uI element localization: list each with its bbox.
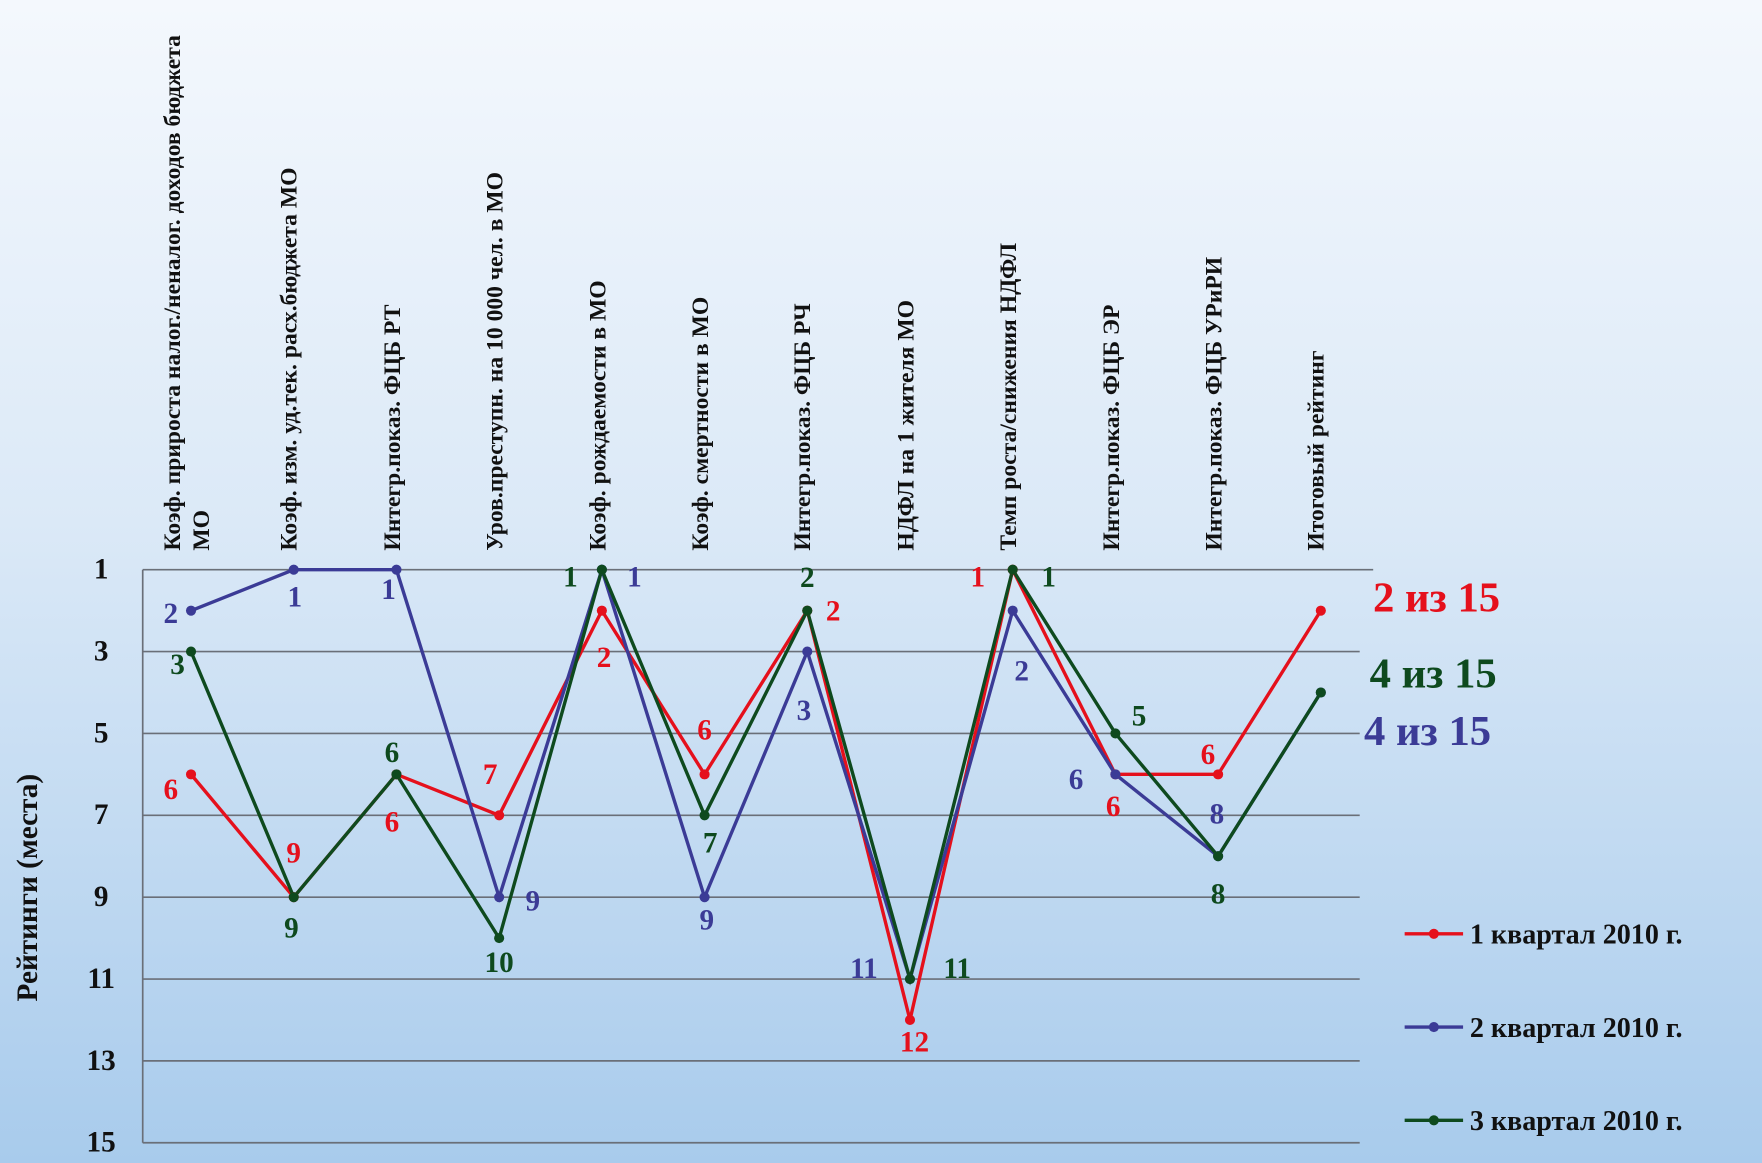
data-point [1110, 769, 1121, 780]
data-label: 10 [485, 947, 514, 979]
data-label: 9 [526, 886, 541, 918]
y-tick-label: 3 [94, 636, 109, 668]
data-label: 3 [797, 695, 812, 727]
data-label: 6 [164, 774, 179, 806]
series-line [190, 564, 1323, 985]
data-point [185, 646, 197, 657]
data-label: 6 [697, 714, 712, 746]
data-label: 6 [385, 737, 400, 769]
data-label: 7 [703, 827, 718, 859]
x-tick-label: Коэф. прироста налог./неналог. доходов б… [158, 35, 215, 551]
x-tick-label: Уров.преступн. на 10 000 чел. в МО [481, 172, 509, 551]
data-label: 4 из 15 [1370, 651, 1497, 698]
y-tick-label: 5 [94, 717, 109, 749]
y-axis-title: Рейтинги (места) [12, 774, 44, 1002]
data-label: 2 [1014, 655, 1029, 687]
data-label: 6 [1201, 739, 1216, 771]
data-point [391, 564, 402, 575]
legend-label: 2 квартал 2010 г. [1470, 1013, 1683, 1044]
data-label: 4 из 15 [1364, 708, 1491, 755]
data-point [185, 605, 197, 616]
data-label: 9 [700, 905, 715, 937]
data-point [1007, 564, 1018, 575]
series-line [189, 564, 1323, 1021]
data-label: 8 [1211, 878, 1226, 910]
data-label: 1 [288, 582, 303, 614]
data-label: 2 [164, 598, 179, 630]
data-label: 11 [943, 953, 971, 985]
data-label: 5 [1132, 701, 1147, 733]
x-tick-label: Темп роста/снижения НДФЛ [994, 242, 1022, 551]
x-tick-label: Интегр.показ. ФЦБ ЭР [1097, 304, 1125, 551]
legend-marker [1428, 928, 1439, 939]
legend-label: 1 квартал 2010 г. [1470, 920, 1683, 951]
legend-marker [1428, 1021, 1439, 1033]
data-point [699, 769, 710, 780]
data-point [494, 933, 505, 944]
x-tick-label: Итоговый рейтинг [1302, 350, 1330, 551]
y-tick-label: 1 [94, 554, 109, 586]
data-label: 1 [1041, 562, 1056, 594]
x-tick-label: Интегр.показ. ФЦБ УРиРИ [1200, 256, 1228, 551]
data-point [904, 973, 916, 985]
x-tick-label: Коэф. изм. уд.тек. расх.бюджета МО [275, 167, 303, 551]
data-label: 2 [597, 642, 612, 674]
data-label: 6 [385, 807, 400, 839]
data-point [1213, 851, 1224, 862]
data-point [596, 605, 607, 616]
data-label: 12 [900, 1026, 929, 1058]
data-label: 2 из 15 [1373, 574, 1500, 621]
data-label: 2 [826, 596, 841, 628]
data-point [1315, 687, 1326, 698]
x-tick-label: Коэф. смертности в МО [686, 296, 714, 551]
data-point [494, 892, 505, 903]
data-label: 3 [170, 649, 185, 681]
y-tick-label: 7 [94, 799, 109, 831]
data-point [391, 769, 402, 780]
data-point [1315, 605, 1326, 616]
data-label: 2 [800, 562, 815, 594]
x-tick-label: Интегр.показ. ФЦБ РЧ [789, 303, 817, 551]
data-label: 8 [1210, 799, 1225, 831]
x-tick-label: Коэф. рождаемости в МО [583, 280, 611, 551]
data-point [596, 564, 607, 575]
data-point [802, 605, 813, 616]
data-label: 1 [381, 574, 396, 606]
data-label: 1 [563, 562, 578, 594]
x-tick-label: НДФЛ на 1 жителя МО [892, 300, 919, 551]
legend-label: 3 квартал 2010 г. [1470, 1106, 1683, 1137]
y-tick-label: 15 [87, 1127, 116, 1159]
data-label: 6 [1069, 764, 1084, 796]
data-point [494, 810, 505, 821]
y-tick-label: 9 [94, 881, 109, 913]
data-point [1213, 769, 1224, 780]
data-label: 1 [971, 562, 986, 594]
data-point [288, 892, 299, 903]
legend-marker [1428, 1115, 1439, 1126]
data-label: 9 [284, 913, 299, 945]
series-line [189, 564, 1323, 986]
data-point [288, 564, 299, 575]
data-point [802, 646, 813, 657]
data-label: 7 [483, 759, 498, 791]
data-point [1110, 728, 1121, 739]
y-tick-label: 11 [87, 963, 115, 995]
y-tick-label: 13 [87, 1045, 116, 1077]
data-label: 1 [627, 562, 642, 594]
x-tick-label: Интегр.показ. ФЦБ РТ [378, 304, 406, 551]
data-label: 6 [1106, 791, 1121, 823]
data-point [699, 892, 710, 903]
data-point [185, 769, 197, 780]
data-point [699, 810, 710, 821]
data-point [904, 1014, 916, 1026]
data-point [1007, 605, 1018, 616]
data-label: 9 [286, 837, 301, 869]
data-label: 11 [850, 953, 878, 985]
